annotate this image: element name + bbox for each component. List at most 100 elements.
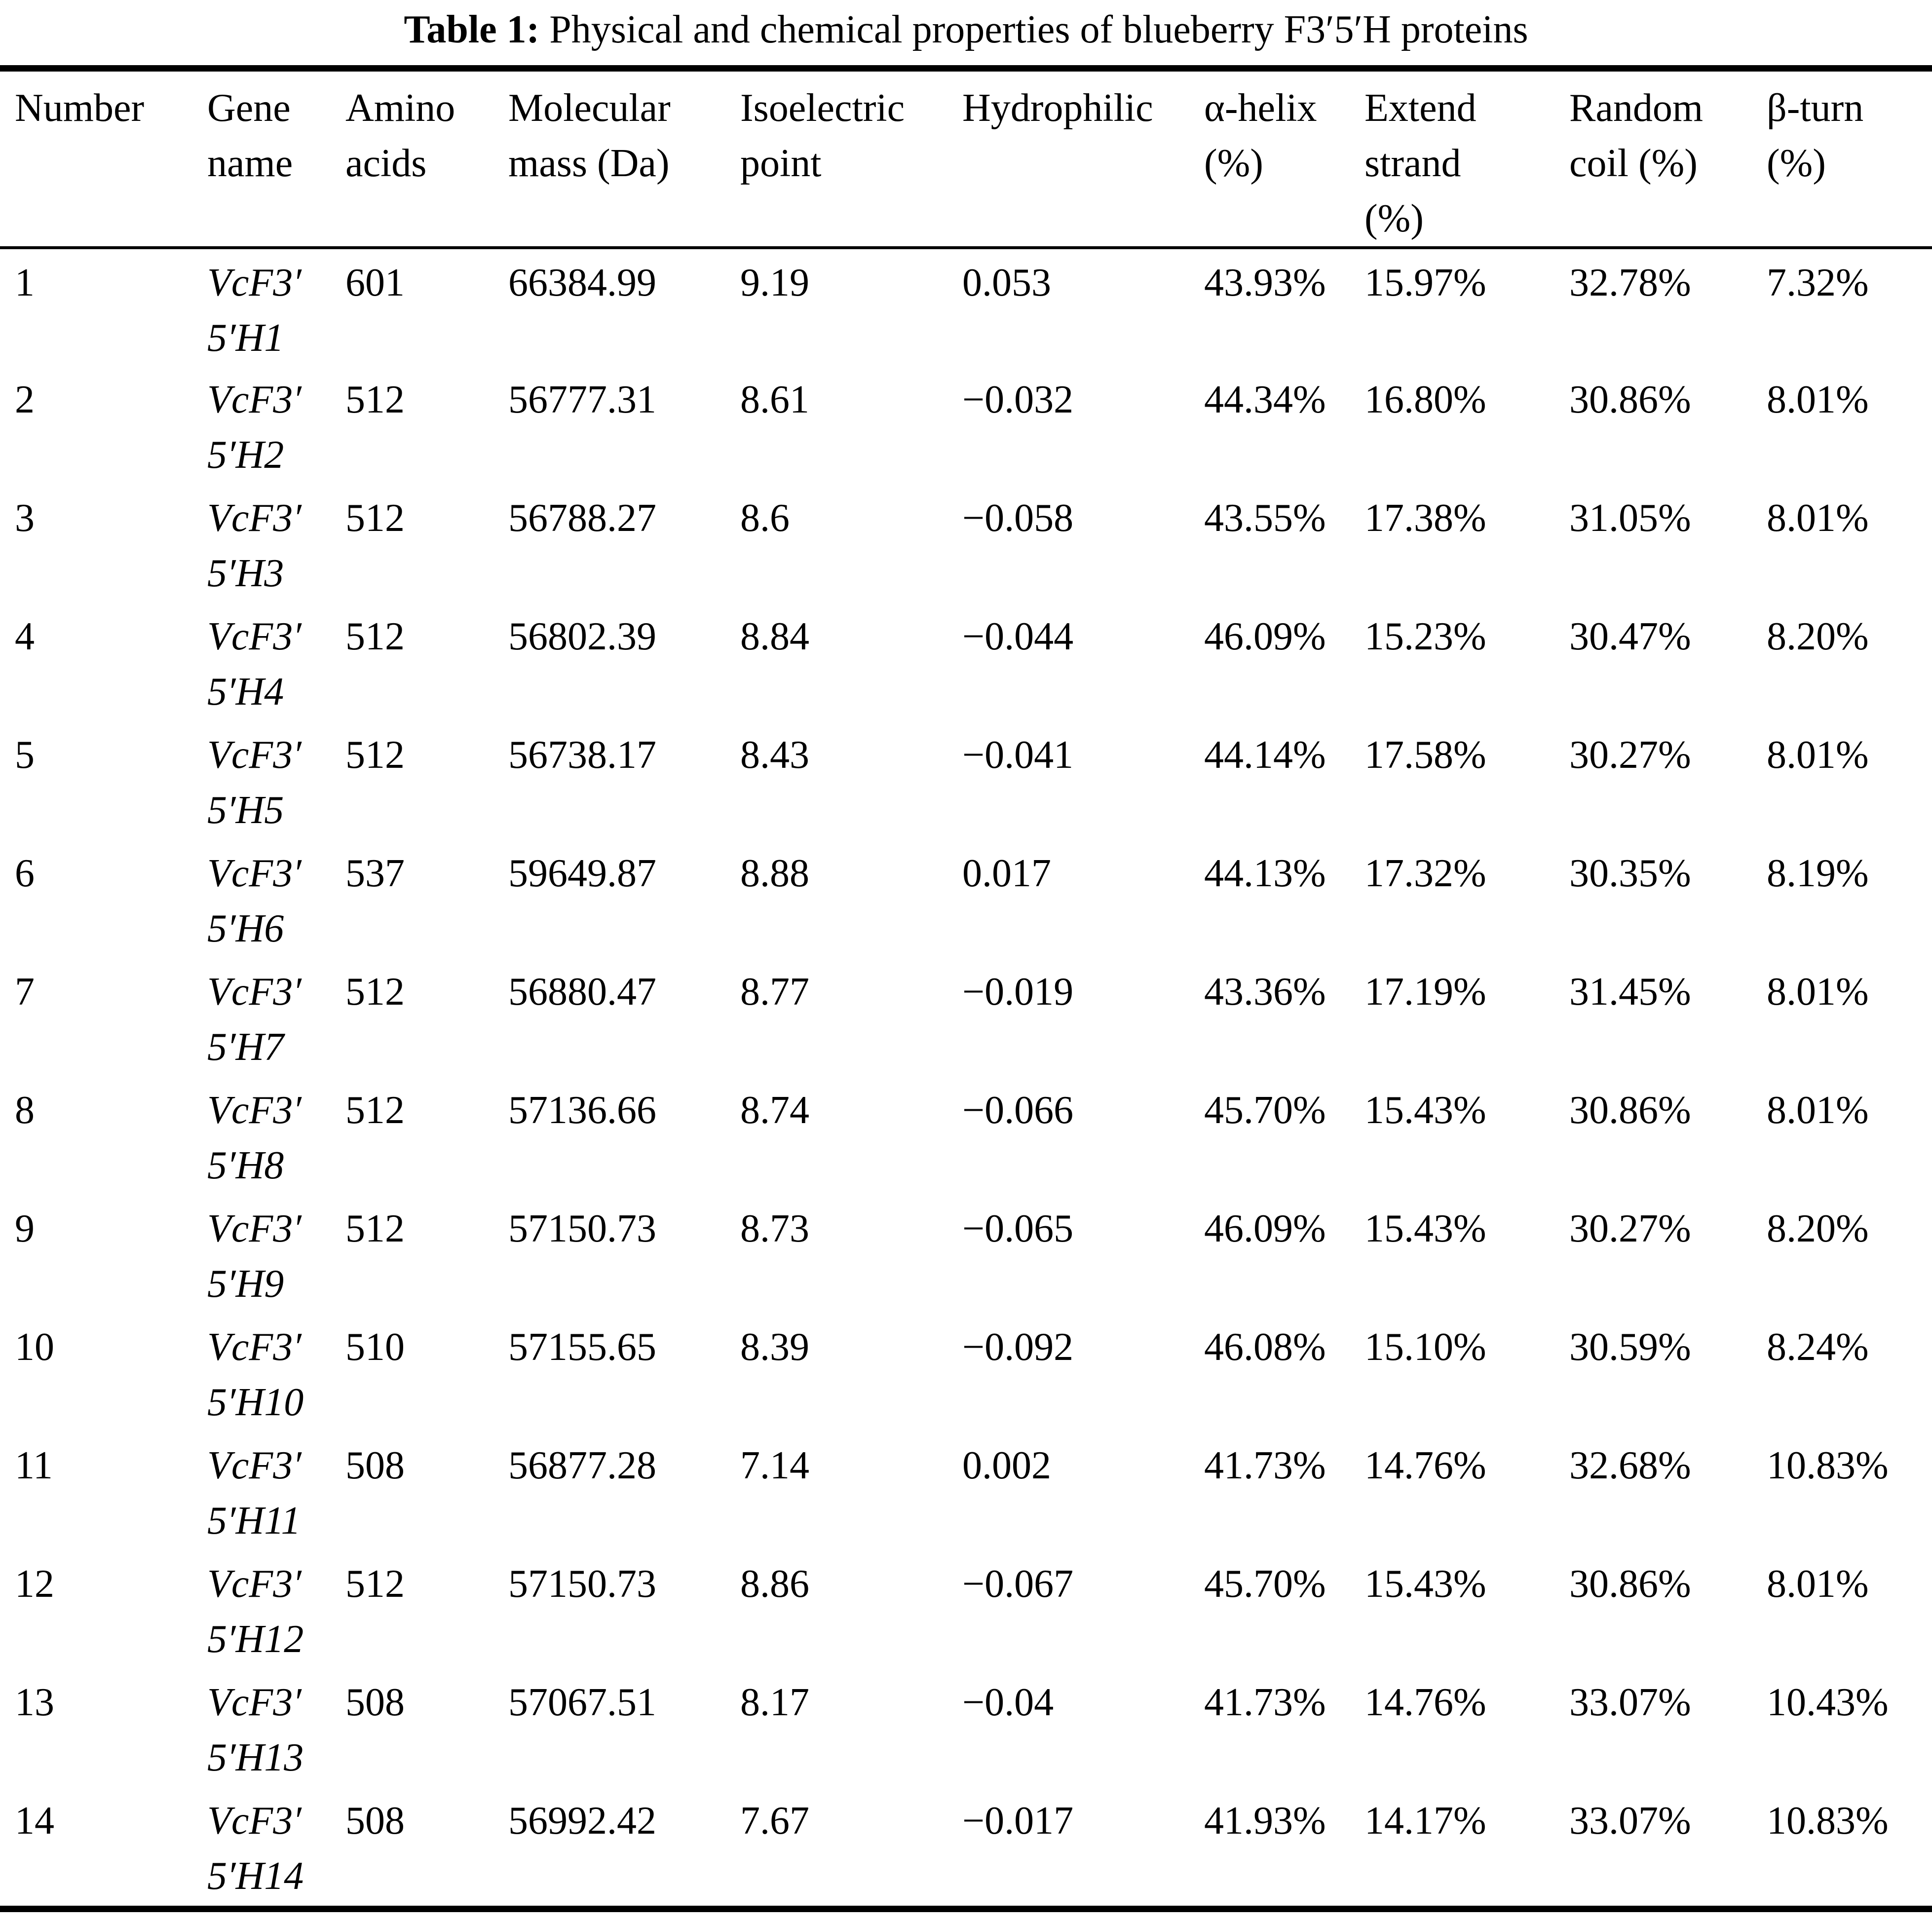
- cell-gene: VcF3′ 5′H10: [207, 1325, 304, 1424]
- table-row: 2 VcF3′ 5′H2 512 56777.31 8.61 −0.032 44.34% 16…: [0, 366, 1932, 485]
- table-row: 13 VcF3′ 5′H13 508 57067.51 8.17 −0.04 41.73% 1…: [0, 1669, 1932, 1787]
- cell-alpha_helix: 43.36%: [1204, 970, 1326, 1014]
- cell-hydrophilic: −0.017: [962, 1799, 1074, 1843]
- cell-alpha_helix: 43.93%: [1204, 261, 1326, 304]
- cell-number: 5: [15, 733, 35, 777]
- cell-gene: VcF3′ 5′H8: [207, 1089, 302, 1187]
- cell-random_coil: 30.27%: [1569, 733, 1691, 777]
- cell-extend_strand: 15.23%: [1364, 615, 1486, 658]
- cell-number: 12: [15, 1562, 54, 1606]
- cell-extend_strand: 15.10%: [1364, 1325, 1486, 1369]
- cell-isoelectric_point: 8.73: [740, 1207, 809, 1250]
- cell-amino_acids: 512: [345, 733, 405, 777]
- cell-extend_strand: 14.17%: [1364, 1799, 1486, 1843]
- cell-number: 3: [15, 496, 35, 540]
- cell-isoelectric_point: 7.67: [740, 1799, 809, 1843]
- cell-isoelectric_point: 8.77: [740, 970, 809, 1014]
- cell-beta_turn: 8.19%: [1767, 852, 1869, 895]
- table-row: 3 VcF3′ 5′H3 512 56788.27 8.6 −0.058 43.55% 17.…: [0, 485, 1932, 603]
- cell-alpha_helix: 41.73%: [1204, 1681, 1326, 1724]
- cell-isoelectric_point: 8.39: [740, 1325, 809, 1369]
- column-header-alpha_helix: α-helix (%): [1204, 72, 1364, 249]
- cell-extend_strand: 14.76%: [1364, 1444, 1486, 1487]
- cell-random_coil: 33.07%: [1569, 1799, 1691, 1843]
- cell-amino_acids: 512: [345, 496, 405, 540]
- cell-hydrophilic: −0.066: [962, 1089, 1074, 1132]
- cell-isoelectric_point: 8.88: [740, 852, 809, 895]
- cell-hydrophilic: −0.044: [962, 615, 1074, 658]
- cell-molecular_mass: 56777.31: [508, 378, 656, 421]
- cell-beta_turn: 8.24%: [1767, 1325, 1869, 1369]
- cell-beta_turn: 8.20%: [1767, 615, 1869, 658]
- cell-random_coil: 30.47%: [1569, 615, 1691, 658]
- cell-amino_acids: 512: [345, 1207, 405, 1250]
- cell-hydrophilic: 0.002: [962, 1444, 1051, 1487]
- cell-beta_turn: 8.20%: [1767, 1207, 1869, 1250]
- cell-beta_turn: 10.43%: [1767, 1681, 1889, 1724]
- cell-extend_strand: 16.80%: [1364, 378, 1486, 421]
- table-row: 7 VcF3′ 5′H7 512 56880.47 8.77 −0.019 43.36% 17…: [0, 958, 1932, 1077]
- cell-alpha_helix: 41.93%: [1204, 1799, 1326, 1843]
- cell-isoelectric_point: 8.84: [740, 615, 809, 658]
- cell-gene: VcF3′ 5′H14: [207, 1799, 304, 1898]
- cell-gene: VcF3′ 5′H3: [207, 496, 302, 595]
- cell-alpha_helix: 44.14%: [1204, 733, 1326, 777]
- table-caption-label: Table 1:: [404, 8, 540, 51]
- properties-table: Number Gene name Amino acids Molecular mass…: [0, 72, 1932, 1906]
- column-header-molecular_mass: Molecular mass (Da): [508, 72, 740, 249]
- cell-random_coil: 31.45%: [1569, 970, 1691, 1014]
- column-header-random_coil: Random coil (%): [1569, 72, 1767, 249]
- cell-alpha_helix: 43.55%: [1204, 496, 1326, 540]
- cell-beta_turn: 8.01%: [1767, 378, 1869, 421]
- cell-beta_turn: 8.01%: [1767, 496, 1869, 540]
- cell-hydrophilic: −0.065: [962, 1207, 1074, 1250]
- cell-extend_strand: 15.43%: [1364, 1089, 1486, 1132]
- cell-number: 13: [15, 1681, 54, 1724]
- cell-random_coil: 33.07%: [1569, 1681, 1691, 1724]
- cell-extend_strand: 17.32%: [1364, 852, 1486, 895]
- column-header-amino_acids: Amino acids: [345, 72, 508, 249]
- cell-isoelectric_point: 9.19: [740, 261, 809, 304]
- cell-number: 2: [15, 378, 35, 421]
- cell-gene: VcF3′ 5′H2: [207, 378, 302, 477]
- cell-molecular_mass: 57150.73: [508, 1562, 656, 1606]
- cell-number: 1: [15, 261, 35, 304]
- cell-extend_strand: 15.43%: [1364, 1562, 1486, 1606]
- cell-alpha_helix: 44.13%: [1204, 852, 1326, 895]
- cell-amino_acids: 512: [345, 1562, 405, 1606]
- cell-extend_strand: 14.76%: [1364, 1681, 1486, 1724]
- table-row: 11 VcF3′ 5′H11 508 56877.28 7.14 0.002 41.73% 1…: [0, 1432, 1932, 1550]
- cell-molecular_mass: 57136.66: [508, 1089, 656, 1132]
- cell-isoelectric_point: 8.61: [740, 378, 809, 421]
- cell-random_coil: 30.86%: [1569, 1089, 1691, 1132]
- cell-number: 9: [15, 1207, 35, 1250]
- cell-hydrophilic: −0.041: [962, 733, 1074, 777]
- cell-gene: VcF3′ 5′H7: [207, 970, 302, 1069]
- cell-extend_strand: 17.38%: [1364, 496, 1486, 540]
- column-header-hydrophilic: Hydrophilic: [962, 72, 1204, 249]
- cell-alpha_helix: 46.09%: [1204, 1207, 1326, 1250]
- cell-molecular_mass: 59649.87: [508, 852, 656, 895]
- cell-beta_turn: 10.83%: [1767, 1799, 1889, 1843]
- table-row: 12 VcF3′ 5′H12 512 57150.73 8.86 −0.067 45.70%…: [0, 1550, 1932, 1669]
- cell-gene: VcF3′ 5′H5: [207, 733, 302, 832]
- cell-beta_turn: 8.01%: [1767, 1089, 1869, 1132]
- cell-molecular_mass: 57150.73: [508, 1207, 656, 1250]
- table-row: 1 VcF3′ 5′H1 601 66384.99 9.19 0.053 43.93% 15.…: [0, 248, 1932, 366]
- cell-gene: VcF3′ 5′H4: [207, 615, 302, 714]
- cell-beta_turn: 8.01%: [1767, 1562, 1869, 1606]
- cell-alpha_helix: 46.08%: [1204, 1325, 1326, 1369]
- cell-molecular_mass: 56802.39: [508, 615, 656, 658]
- table-row: 5 VcF3′ 5′H5 512 56738.17 8.43 −0.041 44.14% 17…: [0, 721, 1932, 840]
- cell-molecular_mass: 57155.65: [508, 1325, 656, 1369]
- header-row: Number Gene name Amino acids Molecular mass…: [0, 72, 1932, 249]
- table-caption: Table 1: Physical and chemical propertie…: [0, 0, 1932, 65]
- cell-isoelectric_point: 8.43: [740, 733, 809, 777]
- cell-molecular_mass: 66384.99: [508, 261, 656, 304]
- cell-beta_turn: 10.83%: [1767, 1444, 1889, 1487]
- cell-hydrophilic: −0.058: [962, 496, 1074, 540]
- cell-gene: VcF3′ 5′H6: [207, 852, 302, 950]
- cell-hydrophilic: −0.067: [962, 1562, 1074, 1606]
- cell-number: 10: [15, 1325, 54, 1369]
- column-header-number: Number: [0, 72, 207, 249]
